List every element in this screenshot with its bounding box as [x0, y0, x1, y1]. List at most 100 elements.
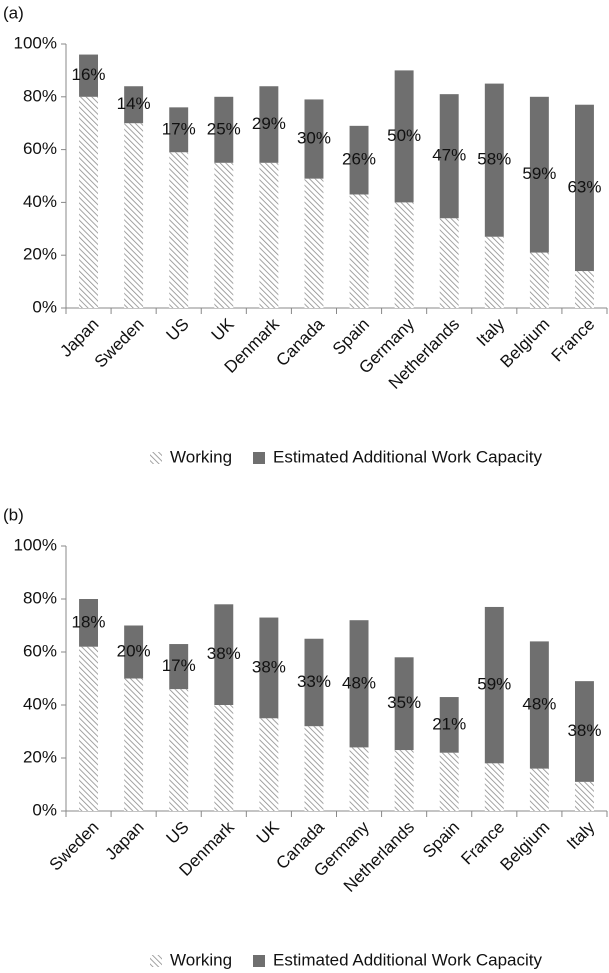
bar-segment [484, 763, 504, 811]
value-label: 33% [297, 672, 331, 691]
bar-segment [169, 152, 189, 308]
bar-segment [439, 218, 459, 308]
y-tick-label: 20% [23, 245, 57, 264]
y-tick-label: 80% [23, 588, 57, 607]
value-label: 18% [72, 612, 106, 631]
value-label: 35% [387, 693, 421, 712]
bar-segment [439, 752, 459, 811]
bar-segment [214, 162, 234, 308]
bar-segment [214, 705, 234, 811]
legend-swatch [150, 452, 162, 464]
bar-segment [169, 107, 189, 153]
x-tick-label: Sweden [46, 818, 103, 875]
bar-segment [79, 646, 99, 811]
bar-segment [124, 123, 144, 308]
bar-segment [394, 202, 414, 308]
value-label: 16% [72, 65, 106, 84]
value-label: 17% [162, 119, 196, 138]
x-tick-label: Japan [101, 818, 147, 864]
bar-segment [394, 657, 414, 751]
value-label: 47% [432, 146, 466, 165]
value-label: 29% [252, 114, 286, 133]
value-label: 48% [522, 694, 556, 713]
x-tick-label: US [163, 315, 193, 345]
bar-segment [124, 678, 144, 811]
bar-segment [169, 689, 189, 811]
x-tick-label: Italy [563, 817, 599, 853]
bar-segment [529, 252, 549, 308]
y-tick-label: 0% [32, 297, 57, 316]
bar-segment [259, 86, 279, 163]
bar-segment [169, 644, 189, 690]
panel-label: (b) [3, 505, 24, 524]
y-tick-label: 100% [14, 33, 57, 52]
x-tick-label: Belgium [497, 315, 554, 372]
bar-segment [529, 768, 549, 811]
value-label: 50% [387, 126, 421, 145]
y-tick-label: 60% [23, 139, 57, 158]
value-label: 38% [252, 657, 286, 676]
x-tick-label: US [163, 818, 193, 848]
x-tick-label: France [548, 315, 599, 366]
bar-segment [259, 617, 279, 719]
bar-segment [214, 96, 234, 163]
x-tick-label: UK [208, 314, 239, 345]
bar-segment [349, 620, 369, 748]
value-label: 25% [207, 119, 241, 138]
y-tick-label: 40% [23, 192, 57, 211]
value-label: 30% [297, 129, 331, 148]
bar-segment [79, 54, 99, 97]
bar-segment [304, 638, 324, 727]
x-tick-label: Italy [473, 314, 509, 350]
y-tick-label: 0% [32, 800, 57, 819]
value-label: 38% [207, 644, 241, 663]
bar-segment [529, 96, 549, 253]
bar-segment [439, 94, 459, 219]
bar-segment [394, 750, 414, 811]
bar-segment [124, 625, 144, 679]
bar-segment [214, 604, 234, 705]
value-label: 26% [342, 150, 376, 169]
bar-segment [574, 681, 594, 782]
bar-segment [484, 236, 504, 308]
legend-swatch [150, 955, 162, 967]
bar-segment [574, 781, 594, 811]
value-label: 59% [477, 675, 511, 694]
bar-segment [349, 125, 369, 195]
bar-segment [349, 747, 369, 811]
legend-swatch [253, 955, 265, 967]
legend-swatch [253, 452, 265, 464]
bar-segment [484, 83, 504, 237]
x-tick-label: UK [253, 817, 284, 848]
bar-segment [79, 599, 99, 647]
y-tick-label: 40% [23, 694, 57, 713]
value-label: 59% [522, 164, 556, 183]
bar-segment [574, 104, 594, 272]
bar-segment [304, 726, 324, 811]
x-tick-label: Sweden [91, 315, 148, 372]
value-label: 58% [477, 150, 511, 169]
bar-segment [79, 96, 99, 308]
legend-label: Estimated Additional Work Capacity [273, 950, 542, 969]
legend-label: Working [170, 950, 232, 969]
bar-segment [124, 86, 144, 124]
value-label: 17% [162, 656, 196, 675]
bar-segment [484, 606, 504, 764]
value-label: 21% [432, 714, 466, 733]
bar-segment [304, 178, 324, 308]
panel-label: (a) [3, 3, 24, 22]
bar-segment [304, 99, 324, 179]
x-tick-label: Belgium [497, 818, 554, 875]
bar-segment [439, 697, 459, 753]
y-tick-label: 20% [23, 747, 57, 766]
y-tick-label: 80% [23, 86, 57, 105]
value-label: 48% [342, 673, 376, 692]
legend-label: Estimated Additional Work Capacity [273, 447, 542, 466]
value-label: 14% [117, 94, 151, 113]
y-tick-label: 100% [14, 535, 57, 554]
bar-segment [259, 718, 279, 811]
value-label: 38% [567, 721, 601, 740]
bar-segment [394, 70, 414, 203]
value-label: 20% [117, 641, 151, 660]
